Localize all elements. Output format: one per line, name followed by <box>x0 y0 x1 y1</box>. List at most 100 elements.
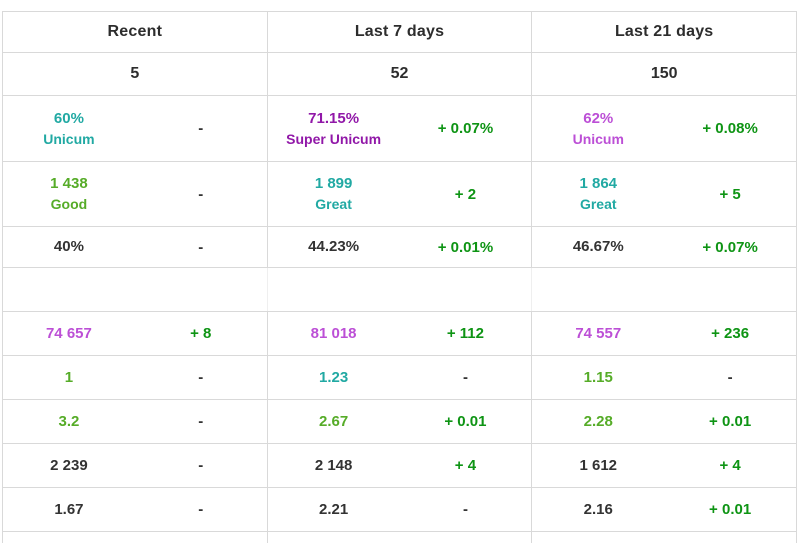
stats-comparison-table: Recent Last 7 days Last 21 days 5 52 150… <box>2 11 797 543</box>
stat-delta: - <box>462 369 468 386</box>
stat-delta: - <box>198 369 204 386</box>
win-rate-cell: 44.23% + 0.01% <box>268 227 533 267</box>
rating-number-delta: + 2 <box>454 185 477 203</box>
stat-cell: 74 557 + 236 <box>532 312 796 355</box>
battle-count-21-days: 150 <box>650 65 678 82</box>
stat-value: 2 239 <box>50 456 88 474</box>
stat-delta: + 0.01 <box>709 413 752 430</box>
rating-class-label: Great <box>579 196 617 213</box>
win-rate-delta: + 0.01% <box>437 238 494 256</box>
stat-delta: - <box>198 501 204 518</box>
stat-row: 3.2 - 2.67 + 0.01 2.28 + 0.01 <box>3 400 796 444</box>
stat-cell: 2.28 + 0.01 <box>532 400 796 443</box>
stat-delta: + 8 <box>190 325 212 342</box>
battles-total-row: 74 657 + 8 81 018 + 112 74 557 + 236 <box>3 312 796 356</box>
battle-count-row: 5 52 150 <box>3 53 796 96</box>
win-rate-value: 46.67% <box>572 238 624 255</box>
battle-count-recent: 5 <box>3 53 268 95</box>
stat-delta: + 0.01 <box>709 501 752 518</box>
stat-cell: 3.2 - <box>3 400 268 443</box>
win-rate-value: 44.23% <box>308 238 360 255</box>
stat-value: 1 612 <box>579 456 618 474</box>
battle-count-7-days: 52 <box>268 53 533 95</box>
stat-cell: 1 - <box>3 356 268 399</box>
stat-delta: + 0.01 <box>444 413 487 430</box>
stat-cell: 1.15 - <box>532 356 796 399</box>
stat-value: 1.15 <box>583 368 613 386</box>
win-rate-delta: + 0.07% <box>702 238 758 256</box>
stat-value: 81 018 <box>310 324 357 342</box>
stat-cell: 1.23 - <box>268 356 533 399</box>
stat-cell: 2.21 - <box>268 488 533 531</box>
stat-value: 2 148 <box>314 456 353 474</box>
win-rate-cell: 40% - <box>3 227 268 267</box>
rating-number-value-block: 1 438 Good <box>3 162 135 226</box>
rating-percent-value-block: 71.15% Super Unicum <box>268 96 400 161</box>
stat-cell: 2 148 + 4 <box>268 444 533 487</box>
rating-percent-delta: + 0.08% <box>702 120 758 137</box>
win-rate-row: 40% - 44.23% + 0.01% 46.67% + 0.07% <box>3 227 796 268</box>
spacer-row <box>3 268 796 312</box>
rating-percent-delta: + 0.07% <box>437 120 494 137</box>
win-rate-value: 40% <box>53 238 84 255</box>
stat-row: 1 - 1.23 - 1.15 - <box>3 356 796 400</box>
stat-value: 3.2 <box>58 412 80 430</box>
stat-delta: - <box>462 501 468 518</box>
rating-percent-value: 62% <box>583 109 614 127</box>
rating-number-value: 1 438 <box>50 175 88 193</box>
column-header-recent: Recent <box>3 12 268 52</box>
stat-delta: + 112 <box>446 325 484 342</box>
stat-cell: 2.16 + 0.01 <box>532 488 796 531</box>
rating-number-cell: 1 899 Great + 2 <box>268 162 533 226</box>
rating-percent-value-block: 62% Unicum <box>532 96 664 161</box>
stat-delta: - <box>198 413 204 430</box>
stat-row: 1.67 - 2.21 - 2.16 + 0.01 <box>3 488 796 532</box>
column-header-last-7-days: Last 7 days <box>268 12 533 52</box>
partial-row <box>3 532 796 543</box>
rating-percent-value: 60% <box>53 109 84 127</box>
stat-cell: 74 657 + 8 <box>3 312 268 355</box>
stat-delta: + 236 <box>711 325 750 342</box>
stat-cell: 1.67 - <box>3 488 268 531</box>
rating-number-row: 1 438 Good - 1 899 Great + 2 1 864 Great… <box>3 162 796 227</box>
win-rate-delta: - <box>198 238 204 256</box>
stat-value: 74 557 <box>575 324 622 342</box>
rating-percent-cell: 71.15% Super Unicum + 0.07% <box>268 96 533 161</box>
rating-percent-delta: - <box>198 120 204 137</box>
rating-class-label: Unicum <box>572 130 624 147</box>
stat-cell: 2 239 - <box>3 444 268 487</box>
stat-cell: 81 018 + 112 <box>268 312 533 355</box>
stat-delta: + 4 <box>719 457 741 474</box>
win-rate-cell: 46.67% + 0.07% <box>532 227 796 267</box>
stat-delta: - <box>727 369 733 386</box>
rating-number-delta: + 5 <box>719 185 741 203</box>
stat-cell: 1 612 + 4 <box>532 444 796 487</box>
rating-class-label: Unicum <box>43 130 95 147</box>
rating-number-value-block: 1 899 Great <box>268 162 400 226</box>
stat-value: 2.28 <box>583 412 613 430</box>
rating-class-label: Super Unicum <box>286 130 382 147</box>
rating-class-label: Good <box>50 196 88 213</box>
rating-class-label: Great <box>315 196 352 213</box>
rating-percent-value-block: 60% Unicum <box>3 96 135 161</box>
rating-number-value: 1 899 <box>314 175 353 193</box>
stat-value: 74 657 <box>45 324 92 342</box>
stat-value: 1.67 <box>54 500 84 518</box>
rating-percent-cell: 60% Unicum - <box>3 96 268 161</box>
stat-value: 1.23 <box>318 368 349 386</box>
rating-percent-value: 71.15% <box>308 109 360 127</box>
stat-row: 2 239 - 2 148 + 4 1 612 + 4 <box>3 444 796 488</box>
header-row: Recent Last 7 days Last 21 days <box>3 12 796 53</box>
rating-percent-row: 60% Unicum - 71.15% Super Unicum + 0.07%… <box>3 96 796 162</box>
rating-percent-cell: 62% Unicum + 0.08% <box>532 96 796 161</box>
stat-value: 1 <box>64 368 74 386</box>
rating-number-cell: 1 438 Good - <box>3 162 268 226</box>
stat-delta: + 4 <box>454 457 477 474</box>
rating-number-value: 1 864 <box>579 175 618 193</box>
column-header-last-21-days: Last 21 days <box>614 23 714 40</box>
rating-number-delta: - <box>198 185 204 203</box>
stat-cell: 2.67 + 0.01 <box>268 400 533 443</box>
stat-value: 2.67 <box>318 412 349 430</box>
stat-value: 2.21 <box>318 500 349 518</box>
rating-number-value-block: 1 864 Great <box>532 162 664 226</box>
